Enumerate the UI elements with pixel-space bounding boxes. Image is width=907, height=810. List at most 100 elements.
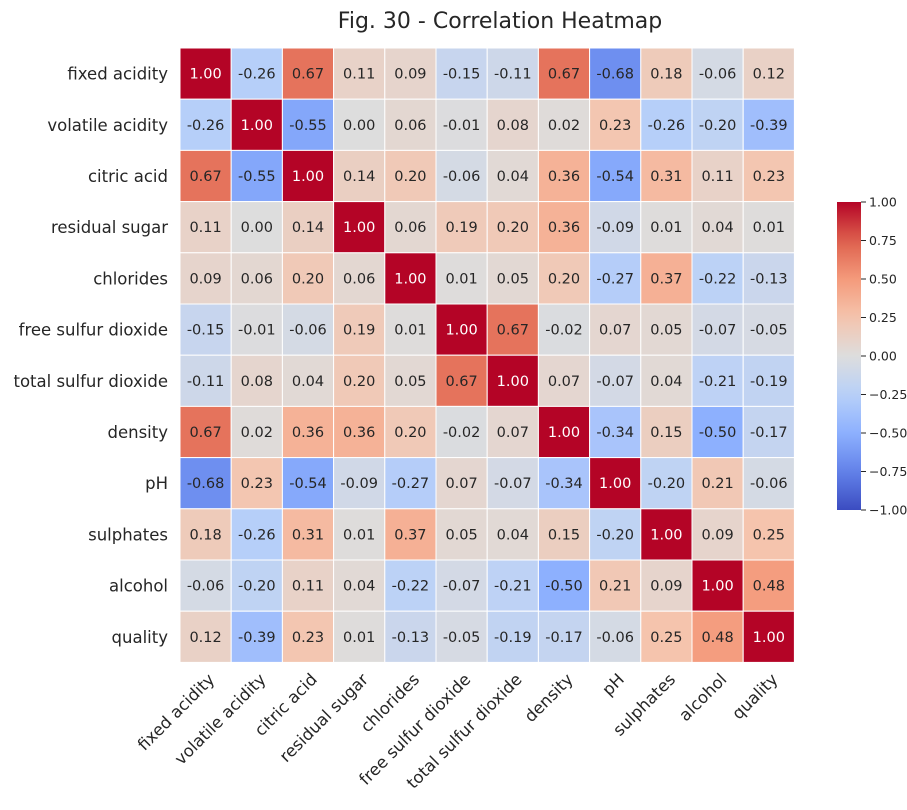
heatmap-cell [742,457,795,510]
cell-value-label: -0.68 [596,67,634,83]
heatmap-cell [486,457,539,510]
cell-value-label: -0.05 [750,323,788,339]
row-label: fixed acidity [67,65,168,84]
cell-value-label: 1.00 [497,374,529,390]
row-label: total sulfur dioxide [13,372,168,391]
cell-value-label: 0.00 [241,220,273,236]
cell-value-label: -0.11 [494,67,532,83]
heatmap-cell [281,457,335,510]
cell-value-label: -0.01 [443,118,481,134]
cell-value-label: -0.55 [289,118,327,134]
heatmap-cell [333,149,386,203]
heatmap-cell [333,559,386,612]
cell-value-label: 0.00 [343,118,375,134]
heatmap-cell [537,303,591,356]
cell-value-label: -0.07 [699,323,737,339]
heatmap-cell [435,559,488,612]
cell-value-label: 0.02 [241,425,273,441]
row-label: free sulfur dioxide [19,321,168,340]
cell-value-label: -0.06 [699,67,737,83]
heatmap-cell [179,559,232,612]
heatmap-cell [486,303,539,356]
heatmap-cell [742,354,795,407]
cell-value-label: 0.06 [241,271,273,287]
row-label: citric acid [88,167,168,186]
cell-value-label: 0.01 [343,630,375,646]
heatmap-cell [230,559,283,612]
cell-value-label: 0.12 [753,67,785,83]
cell-value-label: 0.18 [189,527,221,543]
cell-value-label: 1.00 [292,169,324,185]
cell-value-label: 0.07 [445,476,477,492]
heatmap-cell [537,508,591,561]
colorbar-tick-label: −0.25 [869,387,907,402]
cell-value-label: 0.08 [497,118,529,134]
cell-value-label: 1.00 [394,271,426,287]
heatmap-cell [640,303,693,356]
cell-value-label: -0.26 [238,67,276,83]
heatmap-cell [281,201,335,254]
cell-value-label: 0.09 [701,527,733,543]
row-label: volatile acidity [47,116,168,135]
cell-value-label: -0.26 [238,527,276,543]
heatmap-cell [537,252,591,305]
heatmap-cell [179,303,232,356]
heatmap-cell [435,252,488,305]
cell-value-label: 0.67 [497,323,529,339]
heatmap-cell [640,508,693,561]
cell-value-label: 0.36 [292,425,324,441]
cell-value-label: -0.17 [545,630,583,646]
heatmap-cell [384,508,437,561]
cell-value-label: 1.00 [189,67,221,83]
colorbar-tick-label: 0.00 [869,349,897,364]
column-label: density [521,670,577,726]
cell-value-label: 0.01 [650,220,682,236]
cell-value-label: 1.00 [599,476,631,492]
heatmap-cell [230,457,283,510]
cell-value-label: 1.00 [241,118,273,134]
cell-value-label: -0.09 [340,476,378,492]
cell-value-label: 0.20 [343,374,375,390]
cell-value-label: -0.07 [494,476,532,492]
cell-value-label: -0.22 [392,579,430,595]
cell-value-label: -0.01 [238,323,276,339]
heatmap-cell [333,457,386,510]
heatmap-cell [742,201,795,254]
cell-value-label: 0.20 [292,271,324,287]
cell-value-label: 0.67 [189,425,221,441]
heatmap-cell [384,405,437,459]
heatmap-cell [179,457,232,510]
column-label: alcohol [675,670,730,725]
colorbar-tick-label: 0.50 [869,272,897,287]
heatmap-cell [691,252,744,305]
cell-value-label: -0.13 [750,271,788,287]
heatmap-cell [640,610,693,663]
heatmap-cell [691,354,744,407]
heatmap-cell [230,252,283,305]
cell-value-label: -0.50 [545,579,583,595]
cell-value-label: 0.05 [394,374,426,390]
cell-value-label: -0.06 [596,630,634,646]
cell-value-label: 0.19 [445,220,477,236]
column-label: volatile acidity [171,670,270,769]
cell-value-label: -0.07 [596,374,634,390]
colorbar-tick-label: −1.00 [869,503,907,518]
heatmap-cell [281,610,335,663]
cell-value-label: 0.09 [394,67,426,83]
cell-value-label: 0.25 [753,527,785,543]
heatmap-cell [384,252,437,305]
cell-value-label: -0.26 [187,118,225,134]
cell-value-label: 0.23 [292,630,324,646]
cell-value-label: -0.22 [699,271,737,287]
cell-value-label: 0.20 [394,425,426,441]
cell-value-label: -0.39 [238,630,276,646]
cell-value-label: 0.06 [394,220,426,236]
cell-value-label: 0.07 [497,425,529,441]
heatmap-cell [333,201,386,254]
row-label: chlorides [93,269,168,288]
cell-value-label: -0.55 [238,169,276,185]
heatmap-cell [435,201,488,254]
heatmap-cell [179,405,232,459]
cell-value-label: 0.04 [292,374,324,390]
cell-value-label: -0.27 [596,271,634,287]
